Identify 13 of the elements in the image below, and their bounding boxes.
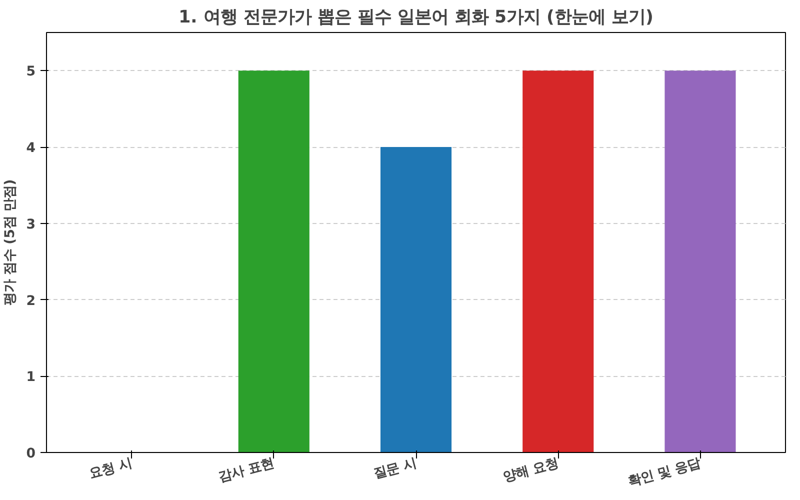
y-tick-label: 4 [26, 141, 36, 156]
chart-title: 1. 여행 전문가가 뽑은 필수 일본어 회화 5가지 (한눈에 보기) [178, 8, 654, 28]
x-tick-label: 질문 시 [372, 456, 418, 482]
x-tick-label: 양해 요청 [501, 456, 560, 486]
x-tick-label: 요청 시 [88, 456, 134, 482]
x-tick-label: 확인 및 응답 [626, 456, 702, 490]
y-tick-label: 0 [26, 446, 36, 462]
y-tick-label: 5 [26, 64, 36, 80]
y-axis-title: 평가 점수 (5점 만점) [3, 179, 18, 306]
y-tick-label: 3 [26, 217, 36, 232]
x-tick-label: 감사 표현 [217, 456, 276, 486]
y-tick-label: 1 [26, 370, 36, 386]
y-tick-label: 2 [26, 294, 36, 309]
